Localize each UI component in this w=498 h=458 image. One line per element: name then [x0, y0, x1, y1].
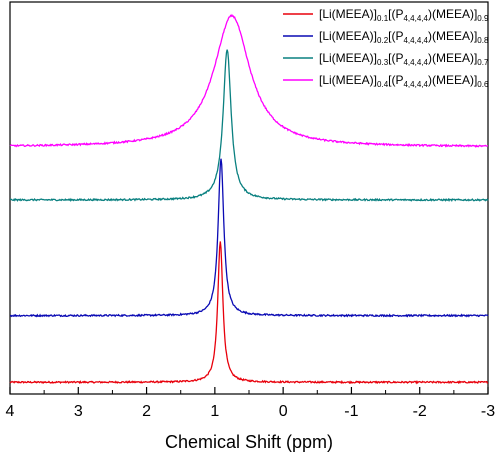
legend-label-2: [Li(MEEA)]0.2[(P4,4,4,4)(MEEA)]0.8 — [319, 29, 489, 45]
x-tick-label: 1 — [210, 403, 219, 420]
x-tick-label: -3 — [481, 403, 495, 420]
x-tick-label: 4 — [6, 403, 15, 420]
x-axis-ticks: 4 3 2 1 0 -1 -2 -3 — [6, 387, 495, 420]
series-line-2 — [9, 158, 489, 318]
x-tick-label: 2 — [142, 403, 151, 420]
x-axis-title: Chemical Shift (ppm) — [165, 432, 333, 452]
x-tick-label: -1 — [344, 403, 358, 420]
x-tick-label: -2 — [413, 403, 427, 420]
legend: [Li(MEEA)]0.1[(P4,4,4,4)(MEEA)]0.9 [Li(ME… — [283, 7, 489, 89]
legend-label-4: [Li(MEEA)]0.4[(P4,4,4,4)(MEEA)]0.6 — [319, 73, 489, 89]
x-tick-label: 3 — [74, 403, 83, 420]
series-line-4 — [9, 13, 489, 148]
series-layer — [9, 13, 489, 385]
legend-label-3: [Li(MEEA)]0.3[(P4,4,4,4)(MEEA)]0.7 — [319, 51, 489, 67]
x-tick-label: 0 — [279, 403, 288, 420]
legend-label-1: [Li(MEEA)]0.1[(P4,4,4,4)(MEEA)]0.9 — [319, 7, 489, 23]
series-line-3 — [9, 49, 489, 203]
series-line-1 — [9, 241, 489, 385]
